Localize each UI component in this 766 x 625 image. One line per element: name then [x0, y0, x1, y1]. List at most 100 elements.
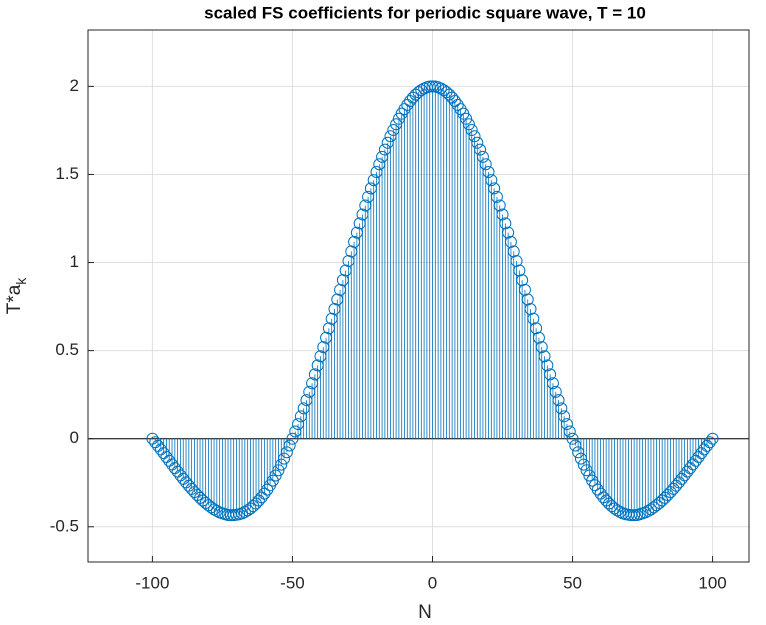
- stem-marker: [311, 359, 324, 372]
- stem-marker: [378, 143, 391, 156]
- stem-marker: [502, 226, 515, 239]
- stem-marker: [353, 217, 366, 230]
- x-tick-label: 0: [428, 573, 437, 592]
- stem-marker: [320, 331, 333, 344]
- x-tick-label: -50: [280, 573, 305, 592]
- stem-marker: [628, 509, 641, 522]
- x-tick-label: 50: [563, 573, 582, 592]
- stem-marker: [308, 368, 321, 381]
- stem-marker: [546, 377, 559, 390]
- axes-box: [87, 29, 750, 563]
- stem-marker: [373, 158, 386, 171]
- stem-marker: [415, 84, 428, 97]
- stem-marker: [465, 124, 478, 137]
- stem-marker: [549, 385, 562, 398]
- stem-marker: [381, 136, 394, 149]
- y-tick-label: 2: [70, 76, 79, 95]
- stem-marker: [275, 458, 288, 471]
- stem-marker: [558, 410, 571, 423]
- stem-marker: [448, 94, 461, 107]
- stem-marker: [510, 254, 523, 267]
- stem-marker: [210, 504, 223, 517]
- y-tick-label: -0.5: [50, 516, 79, 535]
- stem-marker: [496, 208, 509, 221]
- stems: [88, 80, 749, 522]
- stem-marker: [322, 322, 335, 335]
- stem-marker: [574, 452, 587, 465]
- stem-marker: [297, 402, 310, 415]
- stem-marker: [541, 359, 554, 372]
- stem-marker: [390, 118, 403, 131]
- chart-title: scaled FS coefficients for periodic squa…: [204, 3, 646, 22]
- stem-marker: [569, 439, 582, 452]
- stem-marker: [350, 226, 363, 239]
- y-tick-label: 1: [70, 252, 79, 271]
- stem-marker: [258, 487, 271, 500]
- stem-marker: [507, 245, 520, 258]
- stem-marker: [280, 446, 293, 459]
- stem-marker: [339, 264, 352, 277]
- stem-marker: [552, 394, 565, 407]
- y-tick-label: 0: [70, 428, 79, 447]
- y-axis-label-main: T*a: [4, 284, 25, 314]
- stem-marker: [706, 432, 719, 445]
- stem-marker: [485, 174, 498, 187]
- stem-marker: [555, 402, 568, 415]
- x-axis-label: N: [418, 602, 432, 623]
- stem-marker: [387, 124, 400, 137]
- stem-marker: [591, 483, 604, 496]
- stem-marker: [614, 505, 627, 518]
- stem-marker: [348, 235, 361, 248]
- stem-marker: [364, 182, 377, 195]
- stem-marker: [462, 118, 475, 131]
- stem-marker: [493, 199, 506, 212]
- stem-marker: [370, 165, 383, 178]
- stem-marker: [342, 254, 355, 267]
- stem-marker: [566, 432, 579, 445]
- stem-marker: [474, 143, 487, 156]
- stem-marker: [314, 350, 327, 363]
- stem-marker: [359, 199, 372, 212]
- stem-marker: [345, 245, 358, 258]
- stem-marker: [471, 136, 484, 149]
- stem-marker: [423, 80, 436, 93]
- stem-marker: [532, 331, 545, 344]
- stem-marker: [356, 208, 369, 221]
- stem-marker: [328, 303, 341, 316]
- stem-marker: [479, 158, 492, 171]
- x-tick-label: 100: [698, 573, 726, 592]
- stem-marker: [488, 182, 501, 195]
- stem-marker: [294, 410, 307, 423]
- stem-marker: [527, 312, 540, 325]
- stem-marker: [490, 190, 503, 203]
- stem-marker: [577, 458, 590, 471]
- stem-marker: [521, 293, 534, 306]
- stem-marker: [367, 174, 380, 187]
- stem-marker: [272, 464, 285, 477]
- y-axis-label-subscript: k: [13, 277, 29, 285]
- stem-marker: [303, 385, 316, 398]
- stem-marker: [286, 432, 299, 445]
- stem-marker: [300, 394, 313, 407]
- stem-marker: [499, 217, 512, 230]
- stem-marker: [530, 322, 543, 335]
- stem-marker: [538, 350, 551, 363]
- stem-marker: [535, 341, 548, 354]
- stem-marker: [563, 425, 576, 438]
- stem-marker: [317, 341, 330, 354]
- stem-marker: [362, 190, 375, 203]
- stem-marker: [572, 446, 585, 459]
- y-tick-label: 1.5: [55, 164, 79, 183]
- stem-marker: [611, 504, 624, 517]
- x-tick-label: -100: [135, 573, 169, 592]
- stem-marker: [255, 491, 268, 504]
- stem-marker: [376, 150, 389, 163]
- stem-marker: [289, 425, 302, 438]
- stem-marker: [426, 80, 439, 93]
- stem-marker: [703, 436, 716, 449]
- stem-marker: [278, 452, 291, 465]
- y-axis-label: T*ak: [4, 277, 29, 315]
- stem-marker: [292, 418, 305, 431]
- stem-marker: [504, 235, 517, 248]
